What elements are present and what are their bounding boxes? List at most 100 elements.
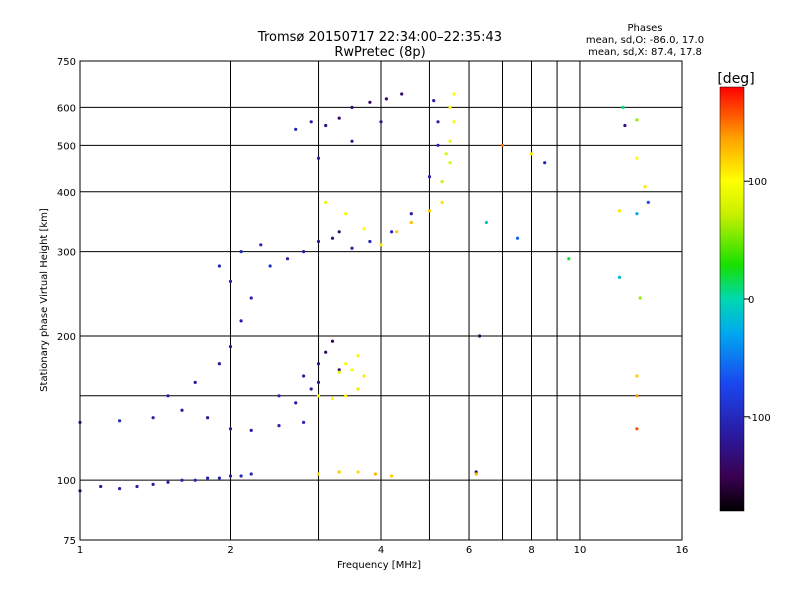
data-point [217,362,221,366]
x-tick-label: 10 [574,545,587,556]
data-point [635,394,639,398]
data-point [368,100,372,104]
data-point [427,209,432,213]
data-point [635,374,639,378]
data-point [448,105,452,109]
data-point [337,368,341,372]
data-point [444,152,448,156]
data-point [635,118,639,122]
data-point [259,243,263,247]
data-point [99,484,103,489]
data-point [350,105,354,109]
data-point [228,474,233,478]
data-point [249,296,253,300]
data-point [309,120,313,124]
data-point [646,200,650,204]
y-tick-label: 100 [57,476,76,487]
colorbar-label: [deg] [717,71,754,87]
x-tick-label: 4 [378,545,384,556]
data-point [330,236,335,240]
data-point [356,354,360,358]
data-point [448,139,452,143]
data-point [638,296,642,300]
data-point [337,370,341,374]
data-point [500,143,505,147]
y-tick-label: 500 [57,141,76,152]
data-point [316,380,321,384]
colorbar-ticks: 100 0 -100 [744,177,771,424]
data-point [635,212,639,216]
data-point [400,92,404,96]
data-point [617,275,622,279]
data-point [635,156,639,160]
data-point [436,143,440,147]
data-point [285,257,290,261]
data-point [379,243,383,247]
y-tick-label: 300 [57,248,76,259]
data-point [193,478,197,482]
data-point [515,236,520,240]
data-point [118,487,122,491]
data-point [316,362,321,366]
data-point [344,394,348,398]
data-point [484,220,488,225]
data-point [228,279,233,283]
data-point [294,127,298,131]
data-point [239,250,243,254]
chart-title: Tromsø 20150717 22:34:00–22:35:43 [257,30,502,45]
data-point [436,120,440,124]
legend-box: Phases mean, sd,O: -86.0, 17.0 mean, sd,… [586,23,704,58]
colorbar: [deg] 100 0 -100 [717,71,771,512]
data-point [249,428,253,432]
chart-subtitle: RwPretec (8p) [334,45,425,60]
data-point [302,250,306,254]
data-point [448,161,452,165]
data-point [440,180,444,184]
data-point [324,200,328,204]
colorbar-gradient [719,86,745,512]
data-point [249,472,253,476]
x-tick-label: 8 [528,545,534,556]
data-point [350,246,354,250]
colorbar-tick-label: 0 [748,295,754,306]
data-point [206,416,210,420]
data-point [180,408,184,412]
x-tick-label: 16 [676,545,689,556]
y-tick-label: 75 [63,536,76,547]
data-point [151,416,155,420]
data-point [118,419,122,423]
data-points [78,92,650,493]
data-point [344,362,348,366]
data-point [427,175,432,179]
y-axis-label: Stationary phase Virtual Height [km] [39,208,50,392]
data-point [166,480,170,484]
legend-title: Phases [627,23,662,34]
data-point [635,427,639,431]
data-point [316,394,321,398]
data-point [324,123,328,128]
x-tick-label: 2 [227,545,233,556]
data-point [567,257,571,261]
data-point [302,374,306,378]
data-point [621,105,625,109]
x-axis-label: Frequency [MHz] [337,560,421,571]
data-point [151,482,155,486]
data-point [356,387,360,391]
data-point [379,120,383,124]
data-point [617,209,622,213]
data-point [344,212,348,216]
data-point [452,120,456,124]
data-point [324,350,328,354]
data-point [206,476,210,480]
data-point [228,345,233,349]
data-point [228,427,233,431]
data-point [452,92,456,96]
data-point [543,161,547,165]
y-tick-label: 200 [57,332,76,343]
data-point [166,394,170,398]
legend-line-o: mean, sd,O: -86.0, 17.0 [586,35,704,46]
data-point [395,230,399,234]
data-point [239,474,243,478]
data-point [440,200,444,204]
